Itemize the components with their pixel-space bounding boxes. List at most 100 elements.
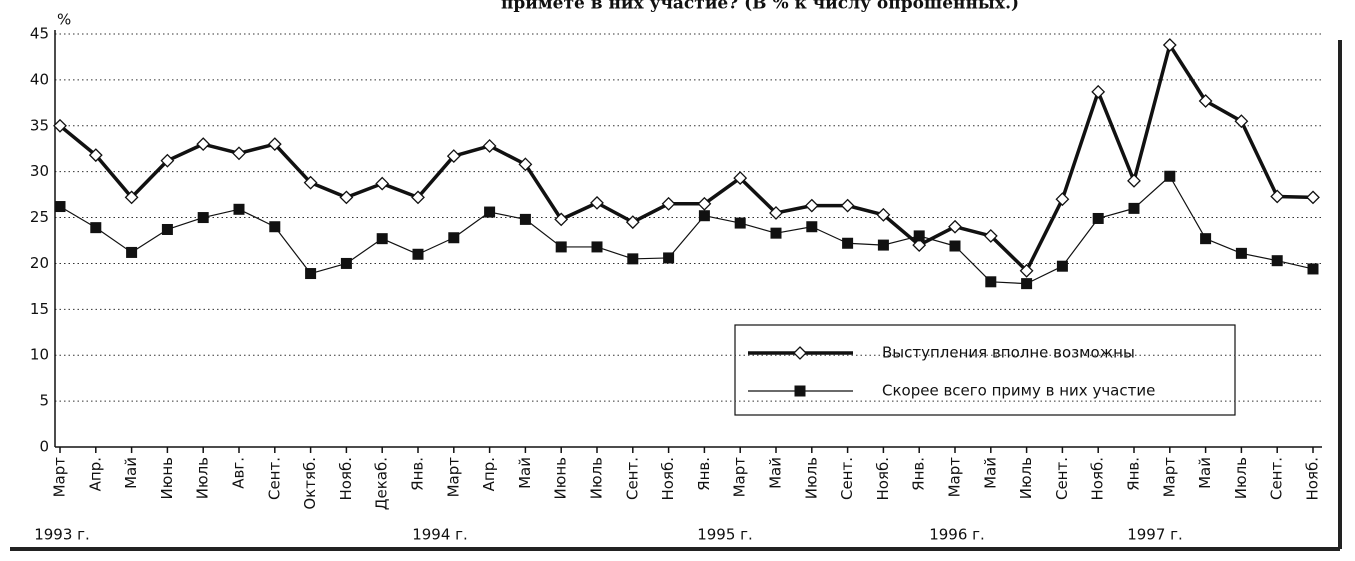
- marker: [804, 198, 819, 213]
- x-tick-label: Март: [1160, 457, 1178, 498]
- marker: [1021, 278, 1033, 290]
- marker: [1092, 212, 1104, 224]
- marker: [985, 276, 997, 288]
- marker: [983, 228, 998, 243]
- marker: [770, 227, 782, 239]
- marker: [912, 238, 927, 253]
- x-tick-label: Сент.: [265, 457, 283, 500]
- marker: [625, 215, 640, 230]
- year-label: 1995 г.: [697, 526, 753, 544]
- marker: [1056, 260, 1068, 272]
- marker: [698, 210, 710, 222]
- y-tick-label: 30: [30, 162, 49, 180]
- year-label: 1996 г.: [929, 526, 985, 544]
- marker: [1162, 38, 1177, 52]
- year-label: 1994 г.: [412, 526, 468, 544]
- x-tick-label: Нояб.: [1304, 457, 1322, 501]
- x-tick-label: Янв.: [409, 457, 427, 491]
- x-tick-label: Май: [767, 457, 785, 489]
- x-tick-label: Янв.: [910, 457, 928, 491]
- x-tick-label: Июль: [194, 457, 212, 499]
- x-tick-label: Май: [981, 457, 999, 489]
- x-tick-label: Апр.: [86, 457, 104, 491]
- marker: [446, 149, 461, 163]
- x-tick-label: Нояб.: [1089, 457, 1107, 501]
- year-label: 1997 г.: [1127, 526, 1183, 544]
- marker: [1164, 170, 1176, 182]
- x-tick-label: Март: [444, 457, 462, 498]
- marker: [519, 213, 531, 225]
- marker: [1127, 173, 1141, 188]
- y-tick-label: 20: [30, 254, 49, 272]
- x-tick-label: Май: [516, 457, 534, 489]
- x-tick-label: Янв.: [1125, 457, 1143, 491]
- marker: [590, 195, 604, 210]
- x-tick-label: Нояб.: [337, 457, 355, 501]
- x-tick-label: Май: [1196, 457, 1214, 489]
- x-tick-label: Июнь: [552, 457, 570, 500]
- marker: [663, 252, 675, 264]
- marker: [411, 190, 425, 205]
- marker: [627, 253, 639, 265]
- marker: [339, 190, 354, 205]
- x-tick-label: Авг.: [230, 457, 248, 489]
- y-tick-label: 40: [30, 70, 49, 88]
- y-tick-label: 10: [30, 346, 49, 364]
- marker: [197, 212, 209, 224]
- marker: [160, 153, 175, 168]
- y-axis-label: %: [57, 11, 71, 29]
- marker: [232, 146, 246, 161]
- marker: [484, 206, 496, 218]
- marker: [1200, 233, 1212, 245]
- x-tick-label: Нояб.: [659, 457, 677, 501]
- x-tick-label: Март: [51, 457, 69, 498]
- x-tick-label: Октяб.: [301, 457, 319, 510]
- marker: [948, 219, 962, 234]
- series-line: [59, 175, 1314, 285]
- marker: [877, 239, 889, 251]
- x-tick-label: Сент.: [1053, 457, 1071, 500]
- marker: [448, 232, 460, 244]
- year-label: 1993 г.: [34, 526, 90, 544]
- marker: [554, 212, 569, 227]
- y-tick-label: 35: [30, 116, 49, 134]
- marker: [876, 207, 891, 222]
- marker: [233, 203, 245, 215]
- marker: [734, 217, 746, 229]
- marker: [305, 268, 317, 280]
- marker: [555, 241, 567, 253]
- x-tick-label: Июнь: [158, 457, 176, 500]
- marker: [269, 221, 281, 233]
- marker: [126, 246, 138, 258]
- marker: [769, 206, 783, 220]
- marker: [54, 201, 66, 213]
- marker: [518, 157, 533, 172]
- x-tick-label: Июль: [1232, 457, 1250, 499]
- chart-title: примете в них участие? (В % к числу опро…: [501, 0, 1019, 14]
- marker: [376, 233, 388, 245]
- marker: [124, 190, 139, 205]
- marker: [1091, 84, 1106, 99]
- x-tick-label: Март: [946, 457, 964, 498]
- marker: [697, 196, 712, 211]
- marker: [196, 137, 211, 152]
- y-tick-label: 0: [39, 438, 49, 456]
- series-line: [58, 43, 1314, 273]
- x-tick-label: Сент.: [838, 457, 856, 500]
- marker: [1234, 114, 1249, 129]
- marker: [806, 221, 818, 233]
- marker: [161, 223, 173, 235]
- legend-label: Скорее всего приму в них участие: [882, 382, 1155, 400]
- marker: [591, 241, 603, 253]
- x-tick-label: Янв.: [695, 457, 713, 491]
- marker: [1271, 255, 1283, 267]
- y-tick-label: 45: [30, 25, 49, 43]
- x-tick-label: Сент.: [623, 457, 641, 500]
- marker: [1235, 247, 1247, 259]
- marker: [1306, 190, 1320, 205]
- marker: [793, 346, 807, 360]
- marker: [340, 257, 352, 269]
- marker: [267, 137, 282, 152]
- marker: [90, 222, 102, 234]
